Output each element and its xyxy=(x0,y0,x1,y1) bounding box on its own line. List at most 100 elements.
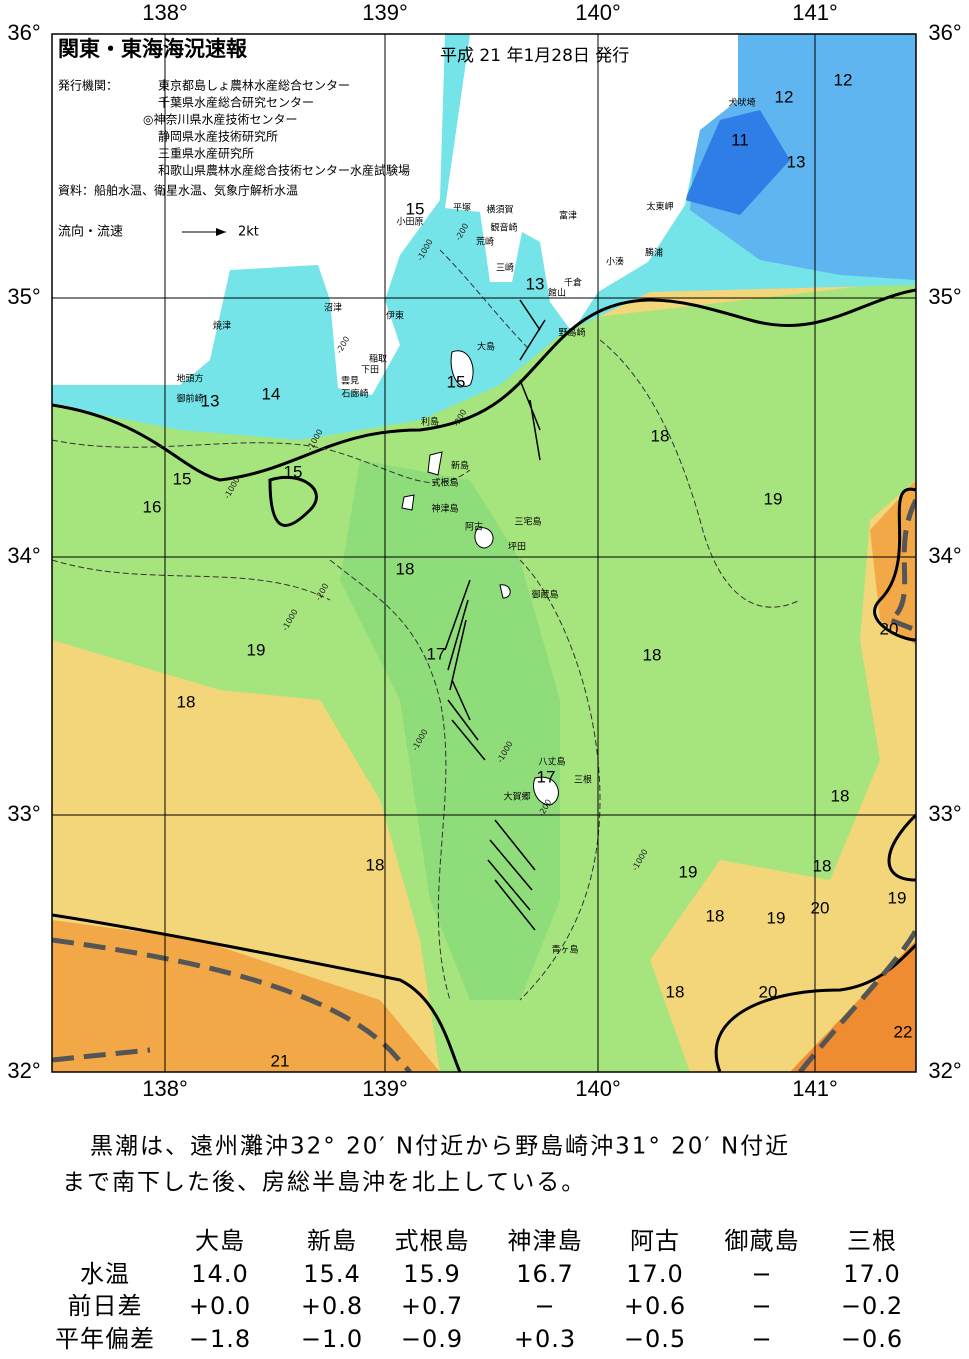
table-cell: −1.0 xyxy=(301,1325,363,1353)
isotherm-label: 11 xyxy=(731,130,749,149)
isotherm-label: 20 xyxy=(880,619,899,638)
isobath xyxy=(52,249,801,1001)
island xyxy=(401,350,559,806)
lon-label: 140° xyxy=(575,1076,621,1101)
table-cell: − xyxy=(751,1260,772,1288)
place-name: 館山 xyxy=(548,287,566,299)
summary-line: まで南下した後、房総半島沖を北上している。 xyxy=(62,1170,586,1196)
place-name: 三崎 xyxy=(496,262,514,274)
legend-label: 流向・流速 xyxy=(58,224,123,240)
isotherm-label: 19 xyxy=(679,862,698,881)
table-cell: − xyxy=(751,1325,772,1353)
table-cell: 16.7 xyxy=(516,1260,573,1288)
table-cell: 15.4 xyxy=(303,1260,360,1288)
table-cell: − xyxy=(751,1292,772,1320)
isotherm-label: 14 xyxy=(262,384,281,403)
table-cell: +0.3 xyxy=(514,1325,576,1353)
isotherm-label: 19 xyxy=(767,908,786,927)
lon-label: 138° xyxy=(142,1076,188,1101)
place-name: 青ヶ島 xyxy=(551,944,578,956)
legend-arrowhead xyxy=(216,228,226,236)
table-header: 御蔵島 xyxy=(725,1227,800,1255)
place-name: 平塚 xyxy=(453,203,471,214)
place-name: 神津島 xyxy=(431,503,458,515)
place-name: 利島 xyxy=(421,416,439,428)
row-label: 水温 xyxy=(80,1260,130,1288)
kuroshio-axis xyxy=(52,498,916,1072)
place-name: 沼津 xyxy=(324,303,342,314)
place-name: 式根島 xyxy=(431,477,458,489)
place-name: 富津 xyxy=(559,210,577,222)
lon-label: 140° xyxy=(575,0,621,25)
lat-label: 32° xyxy=(7,1058,40,1083)
lon-label: 141° xyxy=(792,0,838,25)
current-vectors xyxy=(444,299,546,931)
lon-label: 139° xyxy=(362,0,408,25)
isotherm-label: 18 xyxy=(666,982,685,1001)
isotherm-label: 19 xyxy=(764,489,783,508)
place-name: 阿古 xyxy=(465,521,483,533)
isotherm-label: 13 xyxy=(526,274,545,293)
place-name: 地頭方 xyxy=(176,373,203,385)
place-name: 荒崎 xyxy=(476,236,494,248)
place-name: 八丈島 xyxy=(538,756,565,768)
isotherm-label: 21 xyxy=(271,1051,290,1070)
table-header: 式根島 xyxy=(395,1227,470,1255)
lat-label: 35° xyxy=(928,284,961,309)
isotherm-label: 20 xyxy=(811,898,830,917)
place-name: 坪田 xyxy=(508,542,526,553)
place-name: 伊東 xyxy=(386,310,404,322)
place-name: 稲取 xyxy=(369,353,387,365)
place-name: 三根 xyxy=(574,774,592,786)
lon-label: 138° xyxy=(142,0,188,25)
isotherm-label: 20 xyxy=(759,982,778,1001)
agency-label: 発行機関： xyxy=(58,78,118,93)
lon-label: 141° xyxy=(792,1076,838,1101)
isotherm-label: 13 xyxy=(201,391,220,410)
row-label: 平年偏差 xyxy=(55,1325,155,1353)
place-name: 大島 xyxy=(477,341,495,353)
land xyxy=(445,34,738,332)
place-name: 勝浦 xyxy=(645,247,663,259)
isotherm-label: 18 xyxy=(651,426,670,445)
place-name: 太東岬 xyxy=(646,201,673,213)
agency: 静岡県水産技術研究所 xyxy=(158,129,278,144)
place-name: 御蔵島 xyxy=(531,589,558,601)
table-cell: 17.0 xyxy=(843,1260,900,1288)
lat-label: 34° xyxy=(7,543,40,568)
place-name: 横須賀 xyxy=(486,204,513,216)
isotherm-label: 15 xyxy=(284,462,303,481)
source: 資料：船舶水温、衛星水温、気象庁解析水温 xyxy=(58,183,298,198)
table-cell: 14.0 xyxy=(191,1260,248,1288)
agency: 東京都島しょ農林水産総合センター xyxy=(158,78,350,93)
isotherm-label: 18 xyxy=(177,692,196,711)
table-cell: +0.6 xyxy=(624,1292,686,1320)
isotherm-label: 12 xyxy=(834,70,853,89)
isotherm-label: 15 xyxy=(406,199,425,218)
agency: 和歌山県農林水産総合技術センター水産試験場 xyxy=(158,163,410,178)
table-header: 三根 xyxy=(847,1227,897,1255)
place-name: 焼津 xyxy=(213,321,231,332)
legend-speed: 2kt xyxy=(238,225,259,240)
isotherm-label: 19 xyxy=(247,640,266,659)
isotherm-label: 16 xyxy=(143,497,162,516)
graticule xyxy=(51,33,917,1073)
isotherm-label: 12 xyxy=(775,87,794,106)
isotherm-label: 18 xyxy=(396,559,415,578)
sea-blue xyxy=(690,34,916,280)
kuroshio-edge xyxy=(52,288,916,1072)
table-header: 新島 xyxy=(307,1227,357,1255)
sea-cold xyxy=(685,110,790,215)
place-name: 犬吠埼 xyxy=(728,97,755,109)
isotherm-label: 18 xyxy=(366,855,385,874)
lat-label: 35° xyxy=(7,284,40,309)
isotherm-label: 22 xyxy=(894,1022,913,1041)
place-name: 下田 xyxy=(361,365,379,376)
place-name: 小湊 xyxy=(606,256,624,268)
place-name: 小田原 xyxy=(396,217,423,228)
place-name: 観音崎 xyxy=(490,222,517,234)
isotherm-label: 17 xyxy=(427,644,446,663)
isotherm-label: 15 xyxy=(173,469,192,488)
